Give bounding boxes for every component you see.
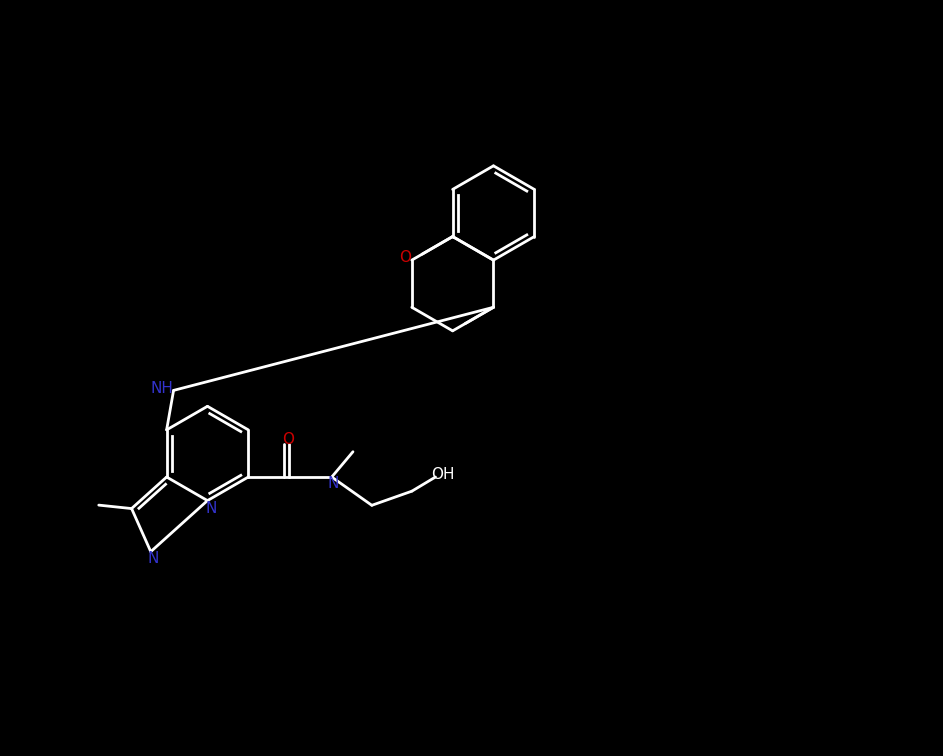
Text: O: O [399, 249, 411, 265]
Text: NH: NH [151, 381, 174, 396]
Text: N: N [328, 476, 339, 491]
Text: N: N [206, 500, 217, 516]
Text: O: O [282, 432, 294, 447]
Text: N: N [148, 550, 159, 565]
Text: OH: OH [431, 466, 455, 482]
